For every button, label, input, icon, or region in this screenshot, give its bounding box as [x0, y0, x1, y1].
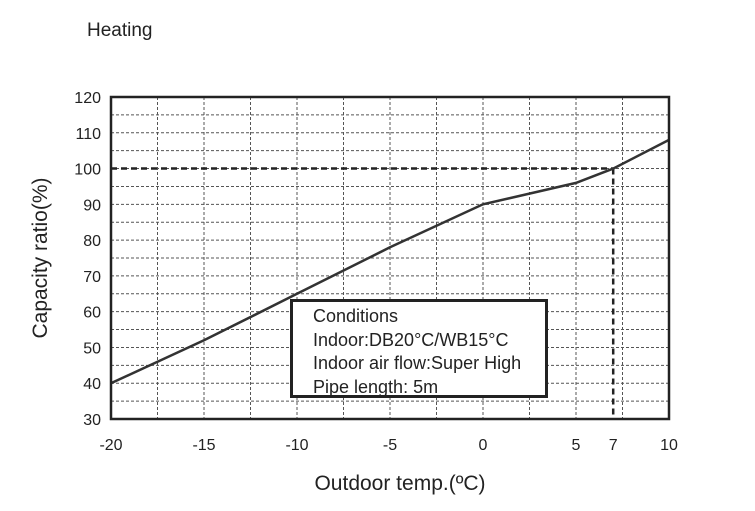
x-tick-label: -20	[99, 437, 122, 454]
conditions-indoor: Indoor:DB20°C/WB15°C	[313, 329, 509, 350]
x-tick-label: -5	[383, 437, 397, 454]
y-tick-label: 50	[83, 340, 101, 357]
x-axis-label: Outdoor temp.(ºC)	[314, 472, 486, 495]
y-tick-label: 80	[83, 233, 101, 250]
x-tick-labels: -20 -15 -10 -5 0 5 7 10	[99, 437, 678, 454]
chart-title: Heating	[87, 20, 153, 41]
grid-lines	[111, 97, 669, 419]
y-tick-labels: 30 40 50 60 70 80 90 100 110 120	[74, 90, 101, 429]
y-tick-label: 120	[74, 90, 101, 107]
plot-area-frame	[109, 95, 671, 421]
y-tick-label: 90	[83, 197, 101, 214]
x-tick-label: 5	[572, 437, 581, 454]
y-axis-label: Capacity ratio(%)	[29, 177, 52, 339]
y-tick-label: 100	[74, 162, 101, 179]
conditions-heading: Conditions	[313, 306, 399, 326]
y-tick-label: 30	[83, 412, 101, 429]
y-tick-label: 110	[75, 126, 101, 143]
x-tick-label: 0	[479, 437, 488, 454]
x-tick-label: 10	[660, 437, 678, 454]
x-tick-label: -15	[192, 437, 215, 454]
y-tick-label: 70	[83, 269, 101, 286]
conditions-box: Conditions Indoor:DB20°C/WB15°C Indoor a…	[290, 299, 548, 398]
x-tick-label: -10	[285, 437, 308, 454]
reference-lines	[111, 167, 615, 419]
conditions-pipe-length: Pipe length: 5m	[313, 376, 439, 397]
x-tick-label: 7	[609, 437, 618, 454]
conditions-air-flow: Indoor air flow:Super High	[313, 353, 522, 373]
capacity-curve	[110, 138, 670, 385]
y-tick-label: 60	[83, 305, 101, 322]
y-tick-label: 40	[83, 376, 101, 393]
